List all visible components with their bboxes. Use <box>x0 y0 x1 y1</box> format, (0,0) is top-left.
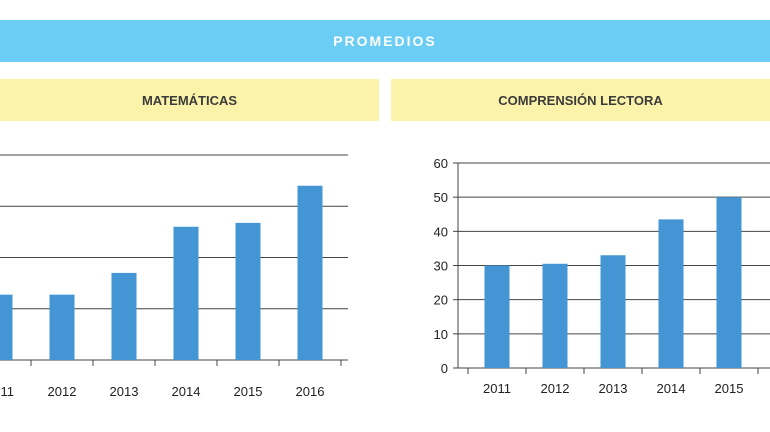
reading-bar-2015 <box>716 197 742 368</box>
reading-xtick-label-2011: 2011 <box>483 381 511 396</box>
reading-ytick-label-50: 50 <box>434 190 448 205</box>
reading-xtick-label-2013: 2013 <box>599 381 628 396</box>
math-xtick-label-2014: 2014 <box>172 384 201 399</box>
reading-bar-2014 <box>658 219 684 368</box>
math-bar-2014 <box>173 226 199 360</box>
math-xtick-label-2016: 2016 <box>296 384 325 399</box>
math-chart-header: MATEMÁTICAS <box>0 79 379 121</box>
promedios-banner: PROMEDIOS <box>0 20 770 62</box>
math-bar-2012 <box>49 294 75 360</box>
reading-bar-2013 <box>600 255 626 368</box>
reading-xtick-label-2014: 2014 <box>657 381 686 396</box>
reading-bar-2011 <box>484 265 510 368</box>
reading-ytick-label-30: 30 <box>434 259 448 274</box>
reading-ytick-label-40: 40 <box>434 224 448 239</box>
math-bar-2016 <box>297 185 323 360</box>
reading-ytick-label-20: 20 <box>434 293 448 308</box>
math-xtick-label-2012: 2012 <box>48 384 77 399</box>
math-bar-2013 <box>111 272 137 360</box>
math-xtick-label-2011: 2011 <box>0 384 14 399</box>
reading-ytick-label-60: 60 <box>434 156 448 171</box>
math-chart-title: MATEMÁTICAS <box>141 92 238 108</box>
reading-ytick-label-10: 10 <box>434 327 448 342</box>
reading-ytick-label-0: 0 <box>441 361 448 376</box>
reading-chart-header: COMPRENSIÓN LECTORA <box>391 79 770 121</box>
math-xtick-label-2013: 2013 <box>110 384 139 399</box>
reading-chart-title: COMPRENSIÓN LECTORA <box>498 92 663 108</box>
reading-xtick-label-2015: 2015 <box>715 381 744 396</box>
reading-xtick-label-2012: 2012 <box>541 381 570 396</box>
reading-bar-2012 <box>542 263 568 368</box>
math-bar-2011 <box>0 294 13 360</box>
math-bar-2015 <box>235 222 261 360</box>
math-xtick-label-2015: 2015 <box>234 384 263 399</box>
banner-title: PROMEDIOS <box>333 33 437 49</box>
